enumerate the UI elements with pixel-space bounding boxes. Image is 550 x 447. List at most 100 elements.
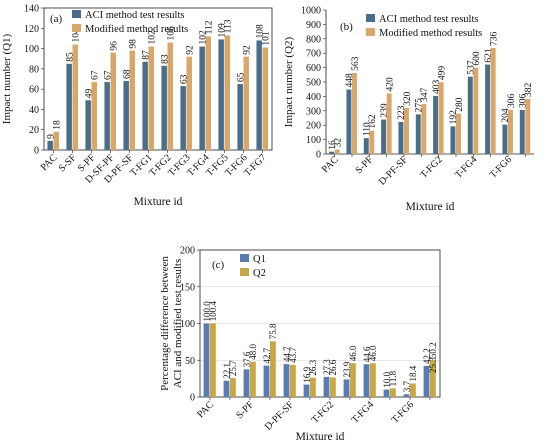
bar-aci-method-test-results (85, 100, 91, 150)
legend-swatch (240, 268, 249, 276)
bar-q2 (210, 323, 216, 397)
data-label: 49 (84, 89, 94, 99)
bar-modified-method-results (72, 44, 78, 151)
y-tick-label: 700 (306, 49, 321, 60)
data-label: 43.7 (288, 347, 298, 363)
legend-swatch (240, 254, 249, 262)
y-tick-label: 100 (24, 44, 39, 55)
bar-aci-method-test-results (199, 46, 205, 150)
y-tick-label: 50 (185, 356, 195, 367)
data-label: 46.0 (368, 345, 378, 361)
data-label: 18.4 (408, 365, 418, 381)
data-label: 563 (351, 56, 361, 71)
data-label: 44.6 (362, 346, 372, 362)
plot-frame (43, 7, 273, 151)
bar-modified-method-results (386, 93, 392, 154)
bar-q2 (310, 377, 316, 397)
data-label: 113 (224, 19, 234, 33)
data-label: 50.2 (428, 342, 438, 358)
bar-q2 (350, 363, 356, 397)
x-tick-label: T-FG4 (350, 399, 376, 425)
data-label: 10.0 (382, 371, 392, 387)
bar-modified-method-results (53, 131, 59, 150)
x-tick-label: PAC (195, 399, 216, 420)
bar-q1 (283, 364, 290, 397)
bar-modified-method-results (508, 109, 513, 154)
y-tick-label: 40 (29, 105, 39, 116)
panel-label: (c) (212, 259, 225, 271)
x-tick-label: D-PF-SF (377, 154, 411, 188)
bar-modified-method-results (224, 35, 230, 151)
bar-q1 (243, 369, 250, 397)
bar-modified-method-results (421, 104, 427, 154)
bar-q2 (230, 378, 236, 397)
bar-q2 (410, 383, 416, 397)
x-tick-label: PAC (39, 152, 60, 173)
legend-swatch (72, 24, 81, 32)
y-tick-label: 200 (306, 121, 321, 132)
data-label: 26.6 (328, 359, 338, 375)
bar-modified-method-results (456, 113, 461, 154)
bar-modified-method-results (205, 36, 211, 150)
legend-swatch (366, 14, 375, 22)
data-label: 9 (46, 134, 56, 139)
bar-aci-method-test-results (142, 61, 148, 150)
x-tick-label: S-PF (234, 399, 256, 421)
data-label: 104 (72, 28, 82, 43)
y-tick-label: 100 (180, 319, 195, 330)
y-axis-title: Impact number (Q2) (283, 36, 295, 127)
bar-aci-method-test-results (237, 84, 243, 150)
data-label: 403 (432, 79, 442, 94)
bar-aci-method-test-results (123, 81, 129, 150)
bar-modified-method-results (369, 130, 375, 154)
bar-aci-method-test-results (346, 89, 352, 154)
data-label: 110 (363, 122, 373, 136)
y-tick-label: 400 (306, 92, 321, 103)
data-label: 67 (103, 70, 113, 80)
bar-q1 (423, 365, 430, 397)
data-label: 68 (122, 69, 132, 79)
chart-panel-a: 020406080100120140918PAC85104S-SF4967S-P… (1, 4, 273, 208)
data-label: 42.7 (262, 347, 272, 363)
data-label: 108 (255, 24, 265, 39)
y-axis-title: Percentage difference between (159, 256, 171, 391)
bar-q2 (250, 361, 256, 397)
y-tick-label: 100 (306, 135, 321, 146)
y-tick-label: 20 (29, 125, 39, 136)
y-tick-label: 1000 (301, 6, 321, 17)
data-label: 600 (472, 51, 482, 66)
bar-q2 (290, 364, 296, 397)
x-tick-label: S-SF (57, 152, 79, 174)
data-label: 44.7 (282, 346, 292, 362)
y-tick-label: 0 (316, 150, 321, 161)
data-label: 37.6 (242, 351, 252, 367)
data-label: 25.7 (228, 360, 238, 376)
bar-modified-method-results (490, 48, 496, 154)
bar-q2 (330, 377, 336, 397)
bar-modified-method-results (243, 56, 249, 150)
data-label: 96 (110, 41, 120, 51)
data-label: 42.2 (422, 348, 432, 364)
y-tick-label: 300 (306, 106, 321, 117)
bar-modified-method-results (262, 47, 268, 150)
bar-q1 (223, 380, 230, 397)
data-label: 92 (186, 45, 196, 55)
x-axis-title: Mixture id (406, 201, 455, 213)
data-label: 162 (368, 114, 378, 129)
data-label: 48.0 (248, 343, 258, 359)
bar-modified-method-results (91, 82, 97, 150)
x-axis-title: Mixture id (296, 431, 345, 443)
bar-aci-method-test-results (398, 121, 404, 154)
legend-label: Modified method results (85, 24, 188, 35)
data-label: 275 (415, 98, 425, 113)
data-label: 621 (484, 48, 494, 63)
bar-q2 (270, 341, 276, 397)
x-tick-label: T-FG6 (488, 154, 514, 180)
y-tick-label: 0 (190, 393, 195, 404)
bar-aci-method-test-results (415, 114, 421, 154)
data-label: 223 (397, 105, 407, 120)
x-axis-title: Mixture id (134, 196, 183, 208)
y-tick-label: 150 (180, 282, 195, 293)
data-label: 280 (455, 97, 465, 112)
